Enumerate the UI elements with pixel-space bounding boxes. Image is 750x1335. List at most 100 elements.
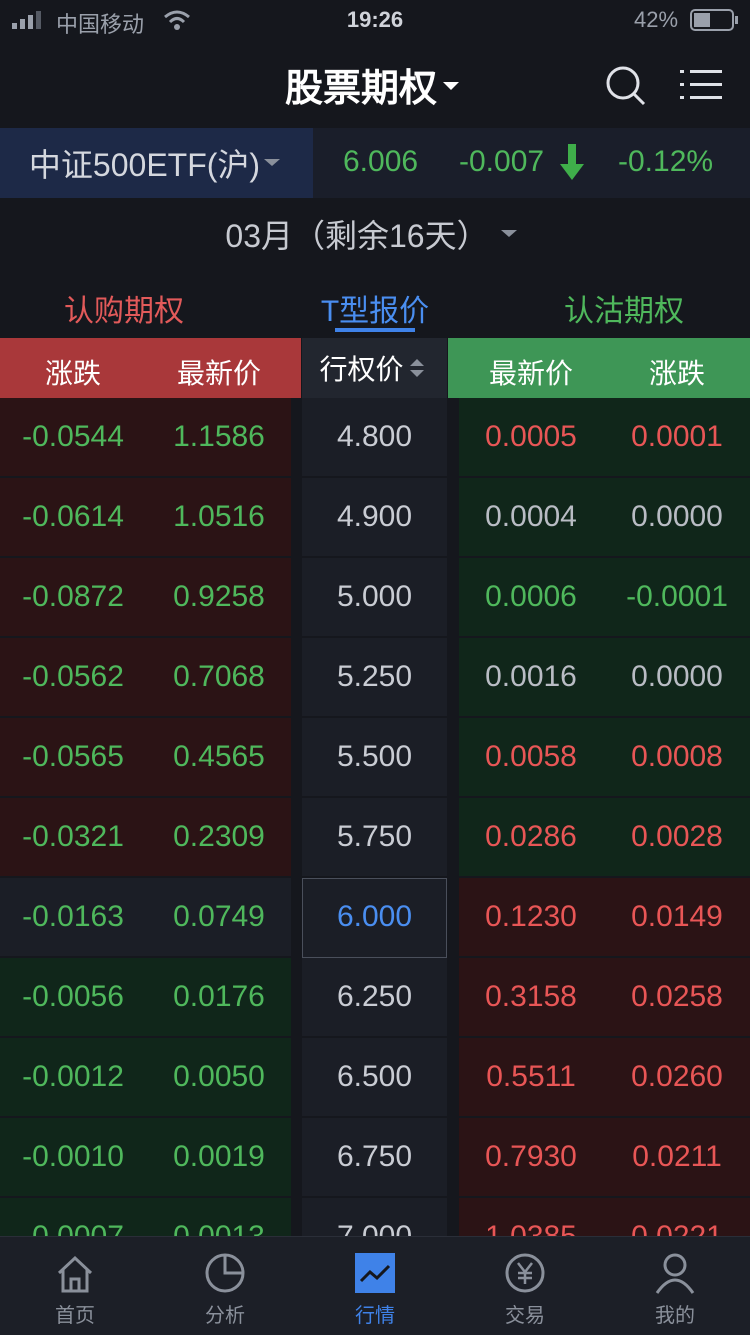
option-row[interactable]: -0.0321 0.2309 5.750 0.0286 0.0028 (0, 798, 750, 878)
put-change: 0.0260 (631, 1060, 723, 1093)
put-price: 0.0005 (485, 420, 577, 453)
nav-item[interactable]: 交易 (450, 1237, 600, 1335)
call-change: -0.0010 (22, 1140, 124, 1173)
call-price: 1.0516 (173, 500, 265, 533)
option-row[interactable]: -0.0872 0.9258 5.000 0.0006 -0.0001 (0, 558, 750, 638)
month-label: 03月（剩余16天） (225, 218, 489, 254)
month-selector[interactable]: 03月（剩余16天） (0, 198, 750, 270)
put-bg (459, 638, 750, 716)
strike-price: 6.750 (336, 1140, 413, 1173)
call-price: 0.2309 (173, 820, 265, 853)
strike-bg (302, 798, 447, 876)
option-row[interactable]: -0.0010 0.0019 6.750 0.7930 0.0211 (0, 1118, 750, 1198)
option-row[interactable]: -0.00070.0013 7.000 1.03850.0221 (0, 1198, 750, 1236)
tab-bar: 认购期权 T型报价 认沽期权 (0, 270, 750, 338)
put-bg (459, 798, 750, 876)
put-price: 0.0004 (485, 500, 577, 533)
put-bg (459, 718, 750, 796)
underlying-selector[interactable]: 中证500ETF(沪) (0, 128, 313, 198)
nav-icon (355, 1253, 395, 1293)
strike-bg (302, 638, 447, 716)
option-row[interactable]: -0.0614 1.0516 4.900 0.0004 0.0000 (0, 478, 750, 558)
strike-price: 5.750 (336, 820, 413, 853)
header: 股票期权 (0, 40, 750, 128)
menu-button[interactable] (680, 66, 724, 106)
put-price: 0.1230 (485, 900, 577, 933)
put-price: 0.7930 (485, 1140, 577, 1173)
strike-bg (302, 1118, 447, 1196)
option-row[interactable]: -0.0562 0.7068 5.250 0.0016 0.0000 (0, 638, 750, 718)
put-header-bg (448, 338, 750, 398)
call-bg (0, 558, 291, 636)
put-bg (459, 878, 750, 956)
strike-price: 4.800 (336, 420, 413, 453)
nav-item[interactable]: 我的 (600, 1237, 750, 1335)
put-price: 0.0016 (485, 660, 577, 693)
bottom-nav: 首页 分析 行情 交易 我的 (0, 1236, 750, 1335)
strike-price: 6.250 (336, 980, 413, 1013)
nav-label: 首页 (55, 1305, 95, 1327)
carrier: 中国移动 (56, 12, 145, 37)
put-change: 0.0221 (604, 1198, 750, 1236)
title-dropdown[interactable]: 股票期权 (0, 40, 750, 128)
nav-item[interactable]: 分析 (150, 1237, 300, 1335)
column-label: 涨跌 (648, 358, 705, 389)
option-row[interactable]: -0.0163 0.0749 6.000 0.1230 0.0149 (0, 878, 750, 958)
call-change: -0.0872 (22, 580, 124, 613)
option-table: -0.0544 1.1586 4.800 0.0005 0.0001 -0.0614 1.0… (0, 398, 750, 1236)
nav-item[interactable]: 首页 (0, 1237, 150, 1335)
put-price: 0.3158 (485, 980, 577, 1013)
option-row[interactable]: -0.0056 0.0176 6.250 0.3158 0.0258 (0, 958, 750, 1038)
put-change: 0.0000 (631, 500, 723, 533)
call-change: -0.0565 (22, 740, 124, 773)
column-label: 涨跌 (44, 358, 101, 389)
strike-price: 6.000 (336, 900, 413, 933)
strike-sort[interactable]: 行权价 (302, 338, 447, 398)
column-label: 最新价 (488, 358, 573, 389)
tab-call[interactable]: 认购期权 (64, 295, 184, 328)
call-bg (0, 798, 291, 876)
call-bg (0, 1118, 291, 1196)
strike-price: 6.500 (336, 1060, 413, 1093)
column-header: 涨跌 最新价 行权价 最新价 涨跌 (0, 338, 750, 398)
underlying-name: 中证500ETF(沪) (28, 147, 261, 183)
nav-label: 交易 (505, 1305, 545, 1327)
call-bg (0, 718, 291, 796)
caret (443, 82, 459, 90)
nav-item[interactable]: 行情 (300, 1237, 450, 1335)
option-row[interactable]: -0.0565 0.4565 5.500 0.0058 0.0008 (0, 718, 750, 798)
put-price: 0.0058 (485, 740, 577, 773)
put-bg (459, 398, 750, 476)
call-price: 0.0749 (173, 900, 265, 933)
call-bg (0, 398, 291, 476)
put-change: 0.0008 (631, 740, 723, 773)
call-bg (0, 878, 291, 956)
call-bg (0, 638, 291, 716)
caret (264, 159, 281, 166)
strike-price: 5.500 (336, 740, 413, 773)
status-bar: 中国移动 19:26 42% (0, 0, 750, 40)
call-price: 0.0019 (173, 1140, 265, 1173)
put-price: 0.0006 (485, 580, 577, 613)
caret (500, 230, 517, 237)
strike-bg (302, 878, 447, 958)
underlying-change: -0.007 (459, 145, 545, 178)
call-change: -0.0056 (22, 980, 124, 1013)
call-change: -0.0562 (22, 660, 124, 693)
option-row[interactable]: -0.0544 1.1586 4.800 0.0005 0.0001 (0, 398, 750, 478)
search-button[interactable] (604, 64, 648, 108)
call-change: -0.0614 (22, 500, 124, 533)
nav-label: 分析 (205, 1305, 245, 1327)
signal-icon (12, 11, 41, 29)
battery-text: 42% (634, 7, 679, 32)
strike-price: 7.000 (302, 1198, 447, 1236)
call-bg (0, 958, 291, 1036)
tab-put[interactable]: 认沽期权 (564, 295, 684, 328)
option-row[interactable]: -0.0012 0.0050 6.500 0.5511 0.0260 (0, 1038, 750, 1118)
call-change: -0.0007 (0, 1198, 146, 1236)
put-change: 0.0028 (631, 820, 723, 853)
call-price: 0.0050 (173, 1060, 265, 1093)
tab-t-quote[interactable]: T型报价 (320, 295, 430, 328)
strike-bg (302, 958, 447, 1036)
underlying-percent: -0.12% (618, 145, 714, 178)
